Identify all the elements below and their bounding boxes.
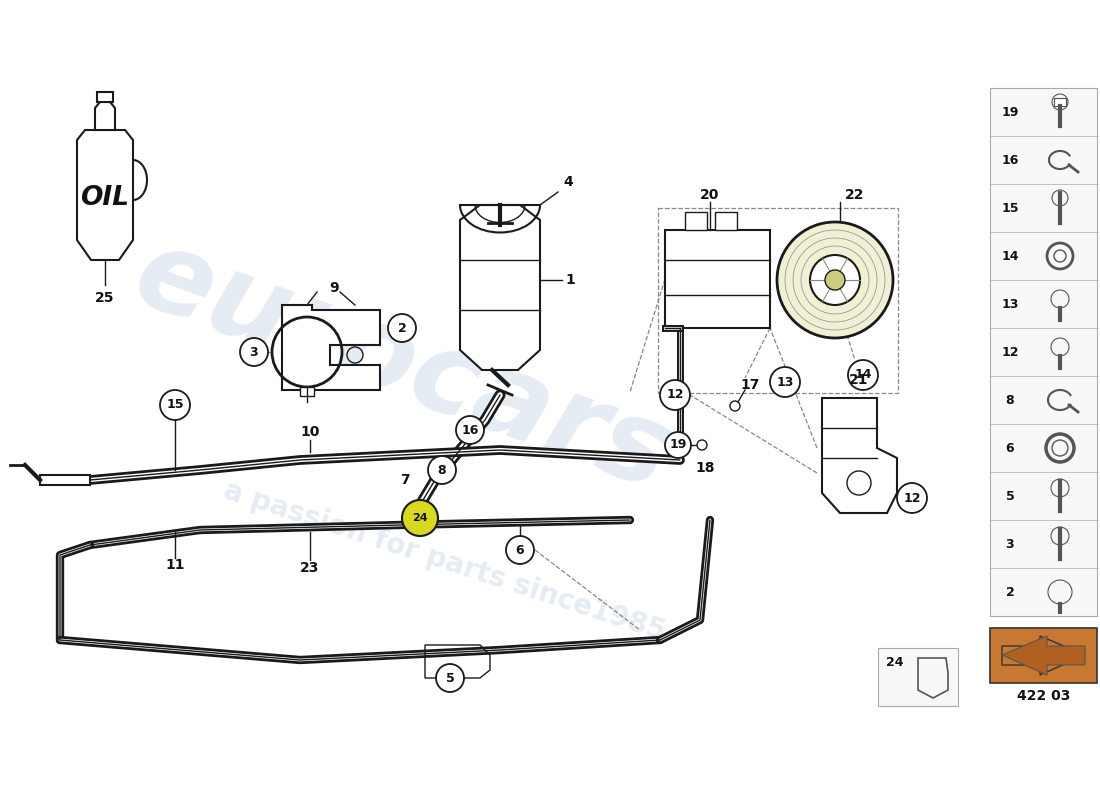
Text: OIL: OIL: [80, 185, 130, 211]
Text: 13: 13: [1001, 298, 1019, 310]
Bar: [685, 212, 707, 230]
Text: 422 03: 422 03: [1016, 689, 1070, 703]
Text: 2: 2: [397, 322, 406, 334]
Text: eurocars: eurocars: [120, 218, 685, 514]
Text: 4: 4: [563, 175, 573, 189]
Polygon shape: [1002, 636, 1085, 675]
Circle shape: [896, 483, 927, 513]
Text: 23: 23: [300, 561, 320, 575]
Bar: [715, 212, 737, 230]
Text: 8: 8: [1005, 394, 1014, 406]
Text: 10: 10: [300, 425, 320, 439]
Text: 13: 13: [777, 375, 794, 389]
Circle shape: [240, 338, 268, 366]
Circle shape: [506, 536, 534, 564]
Text: 19: 19: [669, 438, 686, 451]
Text: 22: 22: [845, 188, 865, 202]
Text: 1: 1: [565, 273, 575, 287]
Text: 6: 6: [1005, 442, 1014, 454]
Circle shape: [660, 380, 690, 410]
Polygon shape: [822, 398, 896, 513]
Text: 20: 20: [701, 188, 719, 202]
Text: a passion for parts since1985: a passion for parts since1985: [220, 476, 669, 646]
Text: 16: 16: [1001, 154, 1019, 166]
Text: 3: 3: [1005, 538, 1014, 550]
Text: 18: 18: [695, 461, 715, 475]
Text: 8: 8: [438, 463, 447, 477]
Polygon shape: [77, 130, 133, 260]
Text: 2: 2: [1005, 586, 1014, 598]
Circle shape: [388, 314, 416, 342]
Polygon shape: [300, 387, 313, 396]
Circle shape: [428, 456, 456, 484]
Bar: [666, 230, 770, 328]
Circle shape: [697, 440, 707, 450]
Circle shape: [436, 664, 464, 692]
Circle shape: [770, 367, 800, 397]
Text: 11: 11: [165, 558, 185, 572]
Text: 7: 7: [400, 473, 410, 487]
Circle shape: [777, 222, 893, 338]
Polygon shape: [282, 305, 380, 390]
Circle shape: [810, 255, 860, 305]
Bar: [878, 648, 958, 706]
Text: 17: 17: [740, 378, 760, 392]
Circle shape: [160, 390, 190, 420]
Polygon shape: [40, 475, 90, 485]
Text: 5: 5: [1005, 490, 1014, 502]
Text: 6: 6: [516, 543, 525, 557]
Text: 15: 15: [1001, 202, 1019, 214]
Bar: [990, 88, 1097, 616]
Text: 12: 12: [903, 491, 921, 505]
Circle shape: [666, 432, 691, 458]
Circle shape: [456, 416, 484, 444]
Polygon shape: [95, 102, 116, 130]
Bar: [658, 208, 898, 393]
Text: 19: 19: [1001, 106, 1019, 118]
Text: 16: 16: [461, 423, 478, 437]
Circle shape: [848, 360, 878, 390]
Text: 3: 3: [250, 346, 258, 358]
Text: 24: 24: [412, 513, 428, 523]
Text: 24: 24: [887, 655, 904, 669]
Text: 5: 5: [446, 671, 454, 685]
Text: 14: 14: [1001, 250, 1019, 262]
Text: 25: 25: [96, 291, 114, 305]
Bar: [97, 92, 113, 102]
Text: 12: 12: [1001, 346, 1019, 358]
Circle shape: [402, 500, 438, 536]
Bar: [1054, 98, 1066, 106]
Text: 12: 12: [667, 389, 684, 402]
Text: 21: 21: [849, 373, 869, 387]
Polygon shape: [460, 205, 540, 370]
Text: 9: 9: [329, 281, 339, 295]
Circle shape: [825, 270, 845, 290]
Circle shape: [730, 401, 740, 411]
Text: 15: 15: [166, 398, 184, 411]
Bar: [990, 628, 1097, 683]
Text: 14: 14: [855, 369, 871, 382]
Polygon shape: [1002, 636, 1085, 675]
